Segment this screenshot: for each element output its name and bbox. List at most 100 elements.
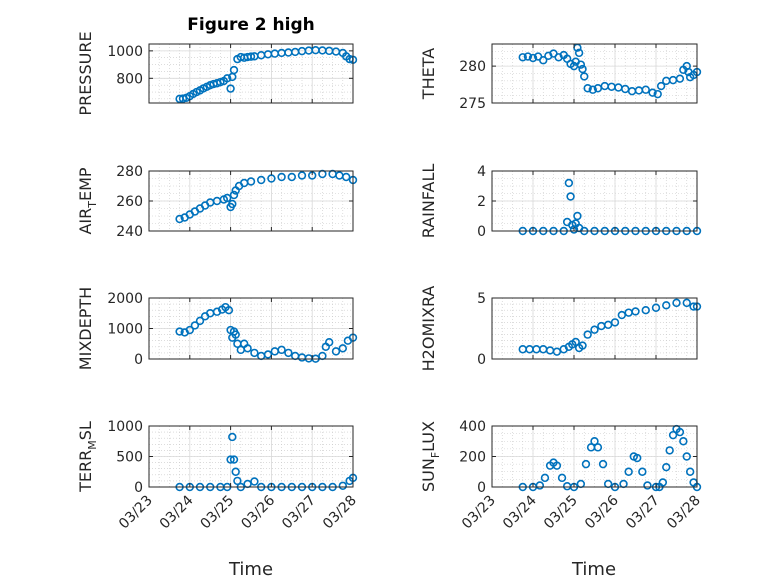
data-point bbox=[624, 467, 633, 476]
data-point bbox=[552, 461, 562, 470]
data-point bbox=[212, 307, 222, 316]
data-point bbox=[190, 321, 200, 330]
data-point bbox=[231, 467, 240, 476]
data-point bbox=[195, 316, 205, 326]
y-tick-label: 1000 bbox=[107, 322, 143, 338]
data-point bbox=[229, 65, 239, 75]
data-point bbox=[287, 172, 296, 182]
data-point bbox=[672, 298, 681, 308]
data-point bbox=[552, 347, 562, 356]
y-tick-label: 280 bbox=[459, 59, 486, 75]
y-tick-label: 500 bbox=[116, 450, 143, 466]
y-tick-label: 1000 bbox=[107, 419, 143, 435]
data-point bbox=[578, 64, 587, 74]
data-point bbox=[277, 172, 286, 182]
y-tick-label: 2000 bbox=[107, 291, 143, 307]
x-tick-label: 03/28 bbox=[320, 493, 360, 533]
data-point bbox=[518, 53, 527, 62]
subplot-pressure: 800 1000 PRESSURE bbox=[76, 31, 358, 116]
data-point bbox=[662, 462, 671, 472]
y-tick-label: 0 bbox=[477, 224, 486, 240]
x-tick-label: 03/27 bbox=[623, 493, 663, 533]
x-tick-label: 03/27 bbox=[279, 493, 319, 533]
data-point bbox=[617, 310, 627, 320]
subplot-h2omixra: 0 5 H2OMIXRA bbox=[419, 286, 702, 371]
data-point bbox=[229, 455, 239, 464]
data-point bbox=[682, 298, 691, 308]
data-point bbox=[178, 94, 188, 103]
y-tick-label: 400 bbox=[459, 419, 486, 435]
data-point bbox=[228, 199, 237, 209]
y-tick-label: 5 bbox=[477, 291, 486, 307]
data-point bbox=[576, 60, 586, 69]
y-tick-label: 0 bbox=[477, 352, 486, 368]
data-point bbox=[685, 467, 695, 476]
x-tick-label: 03/26 bbox=[582, 492, 622, 532]
x-tick-label: 03/24 bbox=[500, 492, 540, 532]
y-tick-label: 275 bbox=[459, 96, 486, 112]
data-point bbox=[581, 459, 591, 469]
axes-box bbox=[491, 297, 698, 360]
data-point bbox=[603, 320, 613, 330]
data-point bbox=[226, 455, 235, 464]
series-mixdepth bbox=[175, 302, 358, 363]
data-point bbox=[246, 177, 256, 186]
data-point bbox=[284, 348, 293, 358]
y-tick-label: 4 bbox=[477, 164, 486, 180]
data-point bbox=[226, 84, 235, 93]
data-point bbox=[665, 446, 674, 455]
series-pressure bbox=[175, 45, 358, 104]
y-tick-label: 2 bbox=[477, 194, 486, 210]
series-air_temp bbox=[175, 169, 358, 224]
y-tick-label: 1000 bbox=[107, 44, 143, 60]
data-point bbox=[540, 473, 550, 483]
data-point bbox=[641, 85, 650, 94]
data-point bbox=[185, 325, 195, 335]
data-point bbox=[593, 443, 603, 452]
x-tick-label: 03/23 bbox=[116, 493, 156, 533]
y-axis-label: MIXDEPTH bbox=[76, 287, 95, 370]
x-tick-label: 03/25 bbox=[541, 493, 581, 533]
y-axis-label: SUNFLUX bbox=[419, 421, 442, 492]
data-point bbox=[580, 72, 589, 81]
data-point bbox=[566, 192, 575, 201]
data-point bbox=[557, 473, 567, 483]
data-point bbox=[175, 327, 184, 336]
data-point bbox=[277, 345, 286, 355]
axes-box bbox=[148, 43, 354, 104]
data-point bbox=[338, 481, 347, 490]
data-point bbox=[648, 88, 657, 97]
data-point bbox=[573, 211, 582, 221]
data-point bbox=[656, 81, 666, 91]
data-point bbox=[528, 53, 538, 63]
data-point bbox=[250, 477, 259, 486]
y-tick-label: 0 bbox=[134, 480, 143, 496]
data-point bbox=[590, 325, 599, 334]
data-point bbox=[539, 56, 548, 65]
data-point bbox=[658, 478, 668, 487]
y-axis-label: PRESSURE bbox=[76, 31, 95, 115]
x-tick-label: 03/23 bbox=[459, 493, 499, 533]
y-axis-label: TERRMSL bbox=[76, 421, 99, 493]
series-theta bbox=[518, 43, 702, 99]
data-point bbox=[243, 344, 252, 353]
data-point bbox=[229, 190, 239, 200]
y-axis-label: THETA bbox=[419, 48, 438, 100]
data-point bbox=[668, 430, 678, 440]
data-point bbox=[574, 48, 584, 58]
data-point bbox=[331, 347, 341, 356]
data-point bbox=[297, 171, 307, 180]
data-point bbox=[578, 341, 587, 350]
data-point bbox=[223, 74, 232, 83]
axes-box bbox=[491, 43, 698, 104]
data-point bbox=[610, 318, 620, 327]
data-point bbox=[263, 350, 273, 359]
series-h2omixra bbox=[518, 298, 702, 356]
data-point bbox=[342, 172, 351, 182]
subplot-rainfall: 0 2 4 RAINFALL bbox=[419, 164, 702, 240]
x-axis-label-right: Time bbox=[571, 559, 616, 580]
data-point bbox=[651, 303, 661, 312]
x-tick-label: 03/25 bbox=[198, 493, 238, 533]
data-point bbox=[246, 52, 256, 61]
data-point bbox=[325, 338, 334, 347]
